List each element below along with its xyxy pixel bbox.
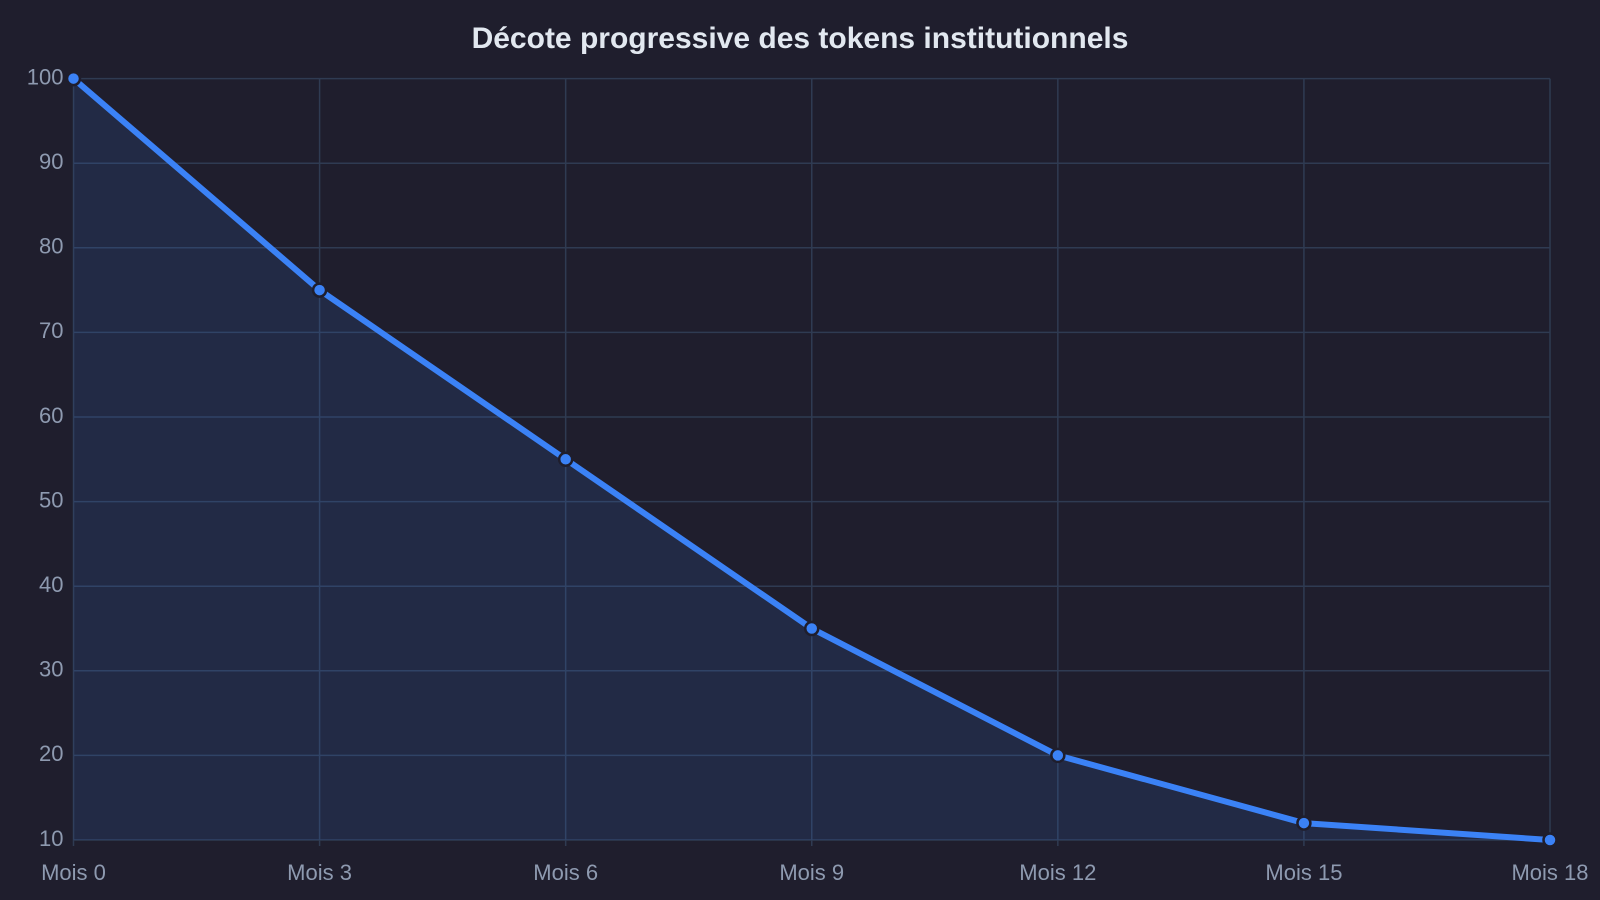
point — [65, 70, 82, 87]
point — [1050, 747, 1066, 764]
x-tick-label: Mois 15 — [1265, 860, 1342, 885]
area — [73, 78, 1550, 841]
x-tick-label: Mois 12 — [1019, 860, 1096, 885]
y-tick-label: 60 — [39, 403, 63, 428]
y-tick-label: 100 — [27, 64, 64, 89]
point — [1542, 832, 1558, 848]
x-tick-label: Mois 6 — [533, 860, 598, 885]
y-tick-label: 90 — [39, 149, 63, 174]
y-tick-label: 10 — [39, 826, 63, 851]
point — [311, 282, 328, 298]
y-tick-label: 20 — [39, 741, 63, 766]
x-tick-label: Mois 3 — [287, 860, 352, 885]
y-tick-label: 30 — [39, 657, 63, 682]
y-tick-label: 70 — [39, 318, 63, 343]
point — [804, 620, 820, 637]
point — [1296, 815, 1312, 831]
x-tick-label: Mois 0 — [41, 860, 106, 885]
point — [557, 451, 574, 468]
y-tick-label: 80 — [39, 234, 63, 259]
x-tick-label: Mois 9 — [779, 860, 844, 885]
x-tick-label: Mois 18 — [1511, 860, 1588, 885]
y-tick-label: 50 — [39, 487, 63, 512]
chart-title: Décote progressive des tokens institutio… — [472, 22, 1129, 55]
y-tick-label: 40 — [39, 572, 63, 597]
